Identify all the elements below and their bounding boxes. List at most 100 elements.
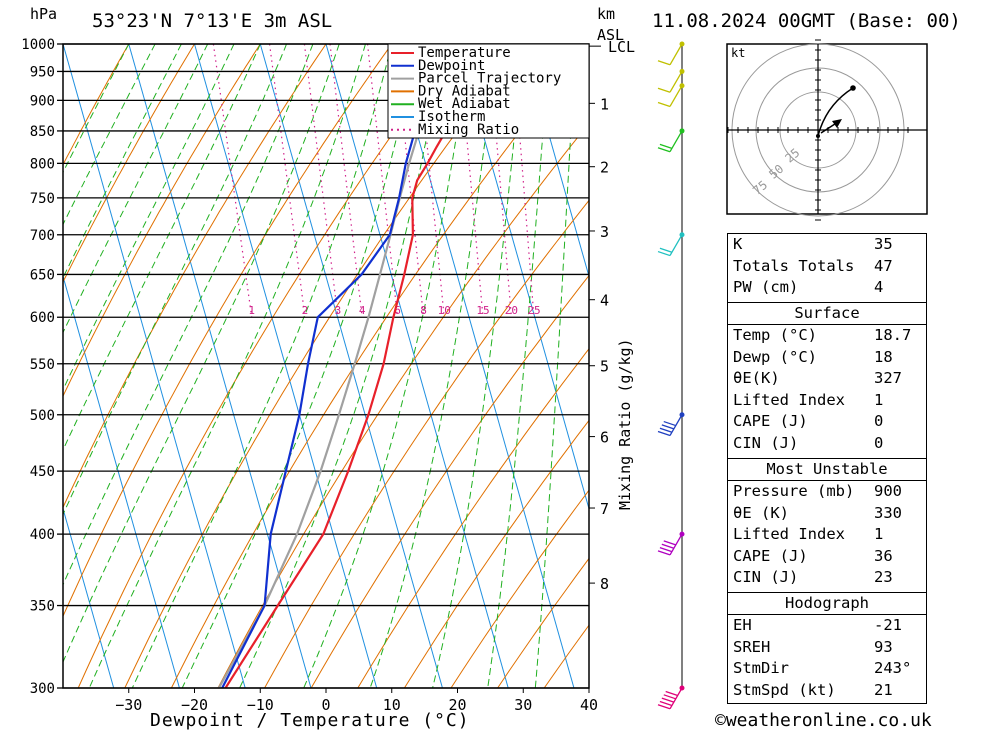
mu-row: Lifted Index 1 (733, 525, 884, 543)
isotherm-line (457, 44, 589, 511)
pressure-tick-label: 900 (30, 93, 55, 109)
pressure-tick-label: 350 (30, 599, 55, 615)
wind-barb-feather (659, 247, 673, 253)
pressure-tick-label: 450 (30, 464, 55, 480)
wind-barb-feather (661, 697, 675, 703)
temp-tick-label: 10 (383, 696, 401, 714)
pressure-tick-label: 950 (30, 64, 55, 80)
wind-barb-feather (657, 101, 671, 108)
surface-row: Temp (°C) 18.7 (733, 326, 912, 344)
legend-label: Dry Adiabat (418, 83, 511, 99)
pressure-tick-label: 300 (30, 681, 55, 697)
wet-adiabat-line (63, 44, 130, 174)
temp-tick-label: 20 (448, 696, 466, 714)
storm-motion-arrowhead (832, 119, 842, 128)
wet-adiabat-line (369, 44, 498, 688)
index-row-totals: Totals Totals 47 (733, 256, 893, 275)
legend-label: Isotherm (418, 109, 485, 125)
dry-adiabat-line (450, 489, 589, 688)
legend-label: Parcel Trajectory (418, 71, 561, 87)
hodograph-endpoint (850, 85, 856, 91)
dry-adiabat-line (63, 44, 130, 166)
pressure-tick-label: 400 (30, 527, 55, 543)
height-ref-label: ASL (597, 26, 625, 44)
dry-adiabat-line (63, 44, 393, 618)
wind-barb-feather (657, 250, 671, 257)
height-unit-label: km (597, 5, 616, 23)
pressure-tick-label: 1000 (21, 37, 55, 53)
temp-tick-label: 30 (514, 696, 532, 714)
mu-row: CIN (J) 23 (733, 568, 893, 586)
wet-adiabat-line (534, 44, 577, 688)
lcl-label: LCL (608, 38, 635, 56)
wet-adiabat-line (63, 44, 340, 664)
pressure-tick-label: 600 (30, 310, 55, 326)
run-datetime: 11.08.2024 00GMT (Base: 00) (652, 10, 961, 32)
hodograph-table: Hodograph EH -21 SREH 93 StmDir 243° StmSpd… (727, 592, 927, 704)
mixing-ratio-label: 8 (420, 304, 427, 317)
legend-label: Mixing Ratio (418, 122, 519, 138)
dry-adiabat-line (917, 44, 1000, 688)
hodograph-trace (817, 87, 854, 137)
isotherm-line (63, 44, 246, 688)
pressure-tick-label: 750 (30, 191, 55, 207)
pressure-tick-label: 700 (30, 228, 55, 244)
wind-barb-feather (657, 550, 671, 556)
mixing-ratio-label: 20 (505, 304, 518, 317)
wind-barb-staff (669, 533, 683, 556)
pressure-tick-label: 650 (30, 267, 55, 283)
hodo-row: SREH 93 (733, 637, 893, 656)
hodograph-unit-label: kt (731, 46, 745, 60)
isotherm-line (63, 506, 115, 688)
height-tick-label: 5 (600, 358, 609, 376)
hodo-row: StmDir 243° (733, 659, 912, 677)
height-tick-label: 8 (600, 575, 609, 593)
wind-barb-feather (657, 430, 671, 437)
isotherm-line (63, 274, 180, 688)
dry-adiabat-line (124, 44, 524, 688)
wind-barb-staff (669, 43, 683, 66)
pressure-tick-label: 800 (30, 156, 55, 172)
wet-adiabat-line (63, 44, 314, 586)
credit-link[interactable]: ©weatheronline.co.uk (715, 710, 932, 731)
dry-adiabat-line (264, 199, 589, 688)
legend-box (387, 43, 590, 139)
hodo-row: EH -21 (733, 616, 902, 634)
index-row-pw: PW (cm) 4 (733, 278, 884, 296)
mu-row: CAPE (J) 36 (733, 546, 893, 565)
wet-adiabat-line (303, 44, 472, 688)
mixing-ratio-label: 3 (335, 304, 342, 317)
wind-barb-feather (657, 60, 671, 66)
wind-barb-feather (657, 147, 671, 153)
wind-barb-feather (663, 694, 676, 700)
hodograph-title: Hodograph (728, 593, 926, 615)
surface-title: Surface (728, 303, 926, 325)
isotherm-line (325, 44, 509, 688)
pressure-tick-label: 500 (30, 408, 55, 424)
wind-barb-feather (657, 704, 671, 710)
x-axis-title: Dewpoint / Temperature (°C) (150, 710, 470, 731)
dry-adiabat-line (403, 419, 589, 688)
isotherm-line (128, 44, 312, 688)
most-unstable-table: Most Unstable Pressure (mb) 900 θE (K) 330… (727, 458, 927, 593)
wind-barb-feather (659, 143, 673, 150)
temp-tick-label: −30 (115, 696, 142, 714)
dry-adiabat-line (357, 348, 589, 688)
legend-label: Wet Adiabat (418, 96, 511, 112)
wind-barb-staff (669, 234, 683, 256)
wind-barb-feather (663, 420, 676, 427)
profile-dewpoint (221, 44, 446, 688)
wet-adiabat-line (88, 44, 366, 688)
surface-row: CAPE (J) 0 (733, 412, 884, 430)
surface-row: Dewp (°C) 18 (733, 347, 893, 366)
wind-barb-staff (669, 130, 683, 153)
mixing-ratio-label: 25 (527, 304, 540, 317)
pressure-unit-label: hPa (30, 5, 58, 23)
height-tick-label: 7 (600, 500, 609, 518)
isotherm-line (259, 44, 443, 688)
dry-adiabat-line (170, 44, 589, 688)
mixing-ratio-line (329, 44, 363, 318)
wind-barb-feather (661, 424, 675, 430)
mixing-ratio-label: 2 (302, 304, 309, 317)
temp-tick-label: −10 (247, 696, 274, 714)
